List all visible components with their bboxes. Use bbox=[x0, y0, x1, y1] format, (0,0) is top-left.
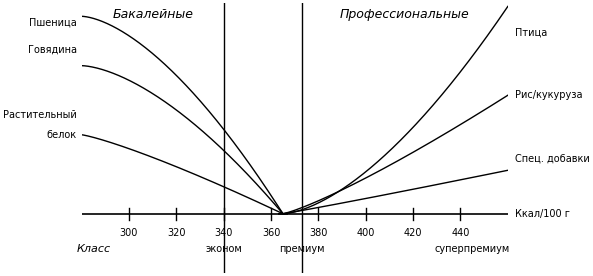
Text: 380: 380 bbox=[309, 228, 327, 238]
Text: 300: 300 bbox=[120, 228, 138, 238]
Text: Говядина: Говядина bbox=[28, 45, 77, 55]
Text: 420: 420 bbox=[404, 228, 422, 238]
Text: Ккал/100 г: Ккал/100 г bbox=[515, 209, 570, 219]
Text: Бакалейные: Бакалейные bbox=[112, 8, 193, 21]
Text: эконом: эконом bbox=[205, 245, 242, 254]
Text: Спец. добавки: Спец. добавки bbox=[515, 153, 589, 163]
Text: Рис/кукуруза: Рис/кукуруза bbox=[515, 90, 582, 100]
Text: премиум: премиум bbox=[279, 245, 324, 254]
Text: 360: 360 bbox=[262, 228, 280, 238]
Text: Растительный: Растительный bbox=[3, 110, 77, 120]
Text: Профессиональные: Профессиональные bbox=[340, 8, 470, 21]
Text: 400: 400 bbox=[356, 228, 375, 238]
Text: 340: 340 bbox=[215, 228, 233, 238]
Text: Пшеница: Пшеница bbox=[29, 17, 77, 27]
Text: суперпремиум: суперпремиум bbox=[435, 245, 510, 254]
Text: 440: 440 bbox=[451, 228, 470, 238]
Text: 320: 320 bbox=[167, 228, 186, 238]
Text: Птица: Птица bbox=[515, 27, 547, 37]
Text: белок: белок bbox=[47, 130, 77, 140]
Text: Класс: Класс bbox=[77, 245, 111, 254]
